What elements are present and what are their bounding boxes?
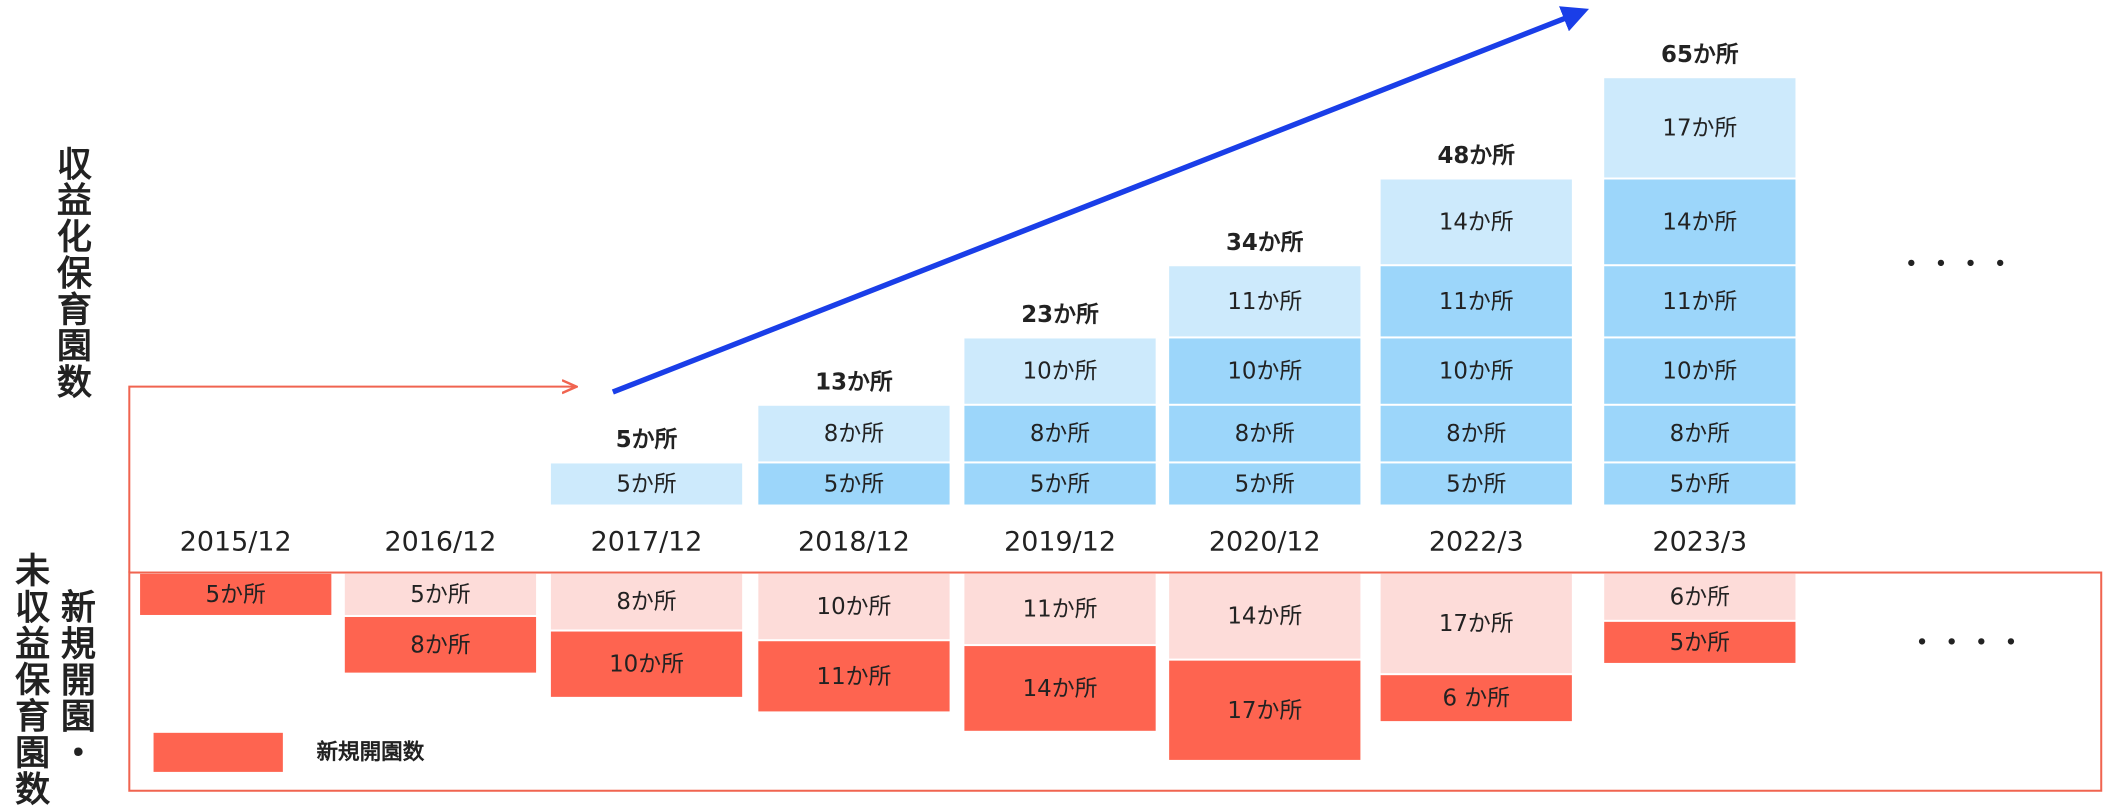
- profitable-segment: [1380, 463, 1572, 505]
- profitable-segment: [1380, 179, 1572, 265]
- date-label: 2019/12: [1004, 526, 1116, 557]
- unprofitable-segment: [758, 573, 950, 640]
- segment-label: 14か所: [1662, 209, 1737, 235]
- segment-label: 5か所: [824, 471, 884, 497]
- total-label: 13か所: [815, 369, 893, 395]
- date-label: 2016/12: [385, 526, 497, 557]
- date-label: 2015/12: [180, 526, 292, 557]
- legend-label: 新規開園数: [317, 739, 425, 765]
- segment-label: 17か所: [1227, 698, 1302, 724]
- unprofitable-segment: [550, 631, 743, 697]
- segment-label: 8か所: [616, 589, 676, 615]
- profitable-segment: [758, 463, 950, 505]
- profitable-segment: [964, 405, 1156, 462]
- segment-label: 17か所: [1439, 611, 1514, 637]
- segment-label: 14か所: [1227, 604, 1302, 630]
- transition-arrow: [128, 387, 576, 573]
- segment-label: 11か所: [1662, 289, 1737, 315]
- unprofitable-segment: [758, 641, 950, 712]
- date-label: 2018/12: [798, 526, 910, 557]
- profitable-segment: [964, 338, 1156, 404]
- segment-label: 6 か所: [1442, 686, 1510, 712]
- segment-label: 11か所: [817, 664, 892, 690]
- growth-arrow: [611, 6, 1590, 395]
- date-label: 2017/12: [591, 526, 703, 557]
- segment-label: 10か所: [609, 652, 684, 678]
- profitable-segment: [1604, 338, 1796, 404]
- segment-label: 5か所: [410, 582, 470, 608]
- segment-label: 8か所: [1030, 421, 1090, 447]
- profitable-segment: [1604, 266, 1796, 337]
- segment-label: 17か所: [1662, 115, 1737, 141]
- profitable-segment: [1380, 266, 1572, 337]
- total-label: 48か所: [1437, 143, 1515, 169]
- segment-label: 11か所: [1023, 596, 1098, 622]
- ellipsis: ・・・・: [1897, 246, 2016, 281]
- unprofitable-segment: [1169, 660, 1361, 760]
- date-label: 2022/3: [1429, 526, 1524, 557]
- profitable-segment: [1169, 463, 1361, 505]
- segment-label: 10か所: [1023, 359, 1098, 385]
- profitable-segment: [964, 463, 1156, 505]
- total-label: 5か所: [616, 427, 678, 453]
- total-label: 34か所: [1226, 230, 1304, 256]
- segment-label: 14か所: [1023, 676, 1098, 702]
- unprofitable-segment: [1604, 621, 1796, 663]
- segment-label: 11か所: [1227, 289, 1302, 315]
- segment-label: 5か所: [1235, 471, 1295, 497]
- legend-swatch: [153, 732, 283, 772]
- segment-label: 11か所: [1439, 289, 1514, 315]
- unprofitable-segment: [140, 573, 332, 615]
- segment-label: 5か所: [1670, 630, 1730, 656]
- profitable-segment: [550, 463, 743, 505]
- profitable-segment: [1169, 266, 1361, 337]
- y-label: 新規開園・: [55, 589, 96, 771]
- total-label: 23か所: [1021, 302, 1099, 328]
- unprofitable-segment: [1604, 573, 1796, 620]
- profitable-segment: [1604, 463, 1796, 505]
- segment-label: 5か所: [1670, 471, 1730, 497]
- y-label: 収益化保育園数: [51, 145, 92, 400]
- date-label: 2023/3: [1652, 526, 1747, 557]
- segment-label: 5か所: [206, 582, 266, 608]
- segment-label: 8か所: [824, 421, 884, 447]
- segment-label: 5か所: [1030, 471, 1090, 497]
- unprofitable-segment: [1380, 573, 1572, 674]
- segment-label: 8か所: [1446, 421, 1506, 447]
- profitable-segment: [1380, 405, 1572, 462]
- segment-label: 14か所: [1439, 209, 1514, 235]
- segment-label: 10か所: [817, 594, 892, 620]
- profitable-segment: [1380, 338, 1572, 404]
- segment-label: 10か所: [1439, 359, 1514, 385]
- segment-label: 6か所: [1670, 584, 1730, 610]
- segment-label: 10か所: [1662, 359, 1737, 385]
- ellipsis: ・・・・: [1907, 624, 2026, 659]
- unprofitable-segment: [344, 616, 537, 673]
- unprofitable-box: [128, 571, 2103, 792]
- profitable-segment: [758, 405, 950, 462]
- date-label: 2020/12: [1209, 526, 1321, 557]
- segment-label: 8か所: [410, 632, 470, 658]
- segment-label: 8か所: [1235, 421, 1295, 447]
- unprofitable-segment: [964, 646, 1156, 731]
- segment-label: 5か所: [1446, 471, 1506, 497]
- segment-label: 8か所: [1670, 421, 1730, 447]
- y-label: 未収益保育園数: [9, 552, 50, 807]
- profitable-segment: [1169, 405, 1361, 462]
- unprofitable-segment: [964, 573, 1156, 645]
- unprofitable-segment: [550, 573, 743, 630]
- profitable-segment: [1604, 179, 1796, 265]
- profitable-segment: [1604, 405, 1796, 462]
- unprofitable-segment: [1380, 675, 1572, 722]
- profitable-segment: [1604, 78, 1796, 178]
- segment-label: 5か所: [616, 471, 676, 497]
- unprofitable-segment: [344, 573, 537, 615]
- unprofitable-segment: [1169, 573, 1361, 659]
- segment-label: 10か所: [1227, 359, 1302, 385]
- profitable-segment: [1169, 338, 1361, 404]
- total-label: 65か所: [1661, 42, 1739, 68]
